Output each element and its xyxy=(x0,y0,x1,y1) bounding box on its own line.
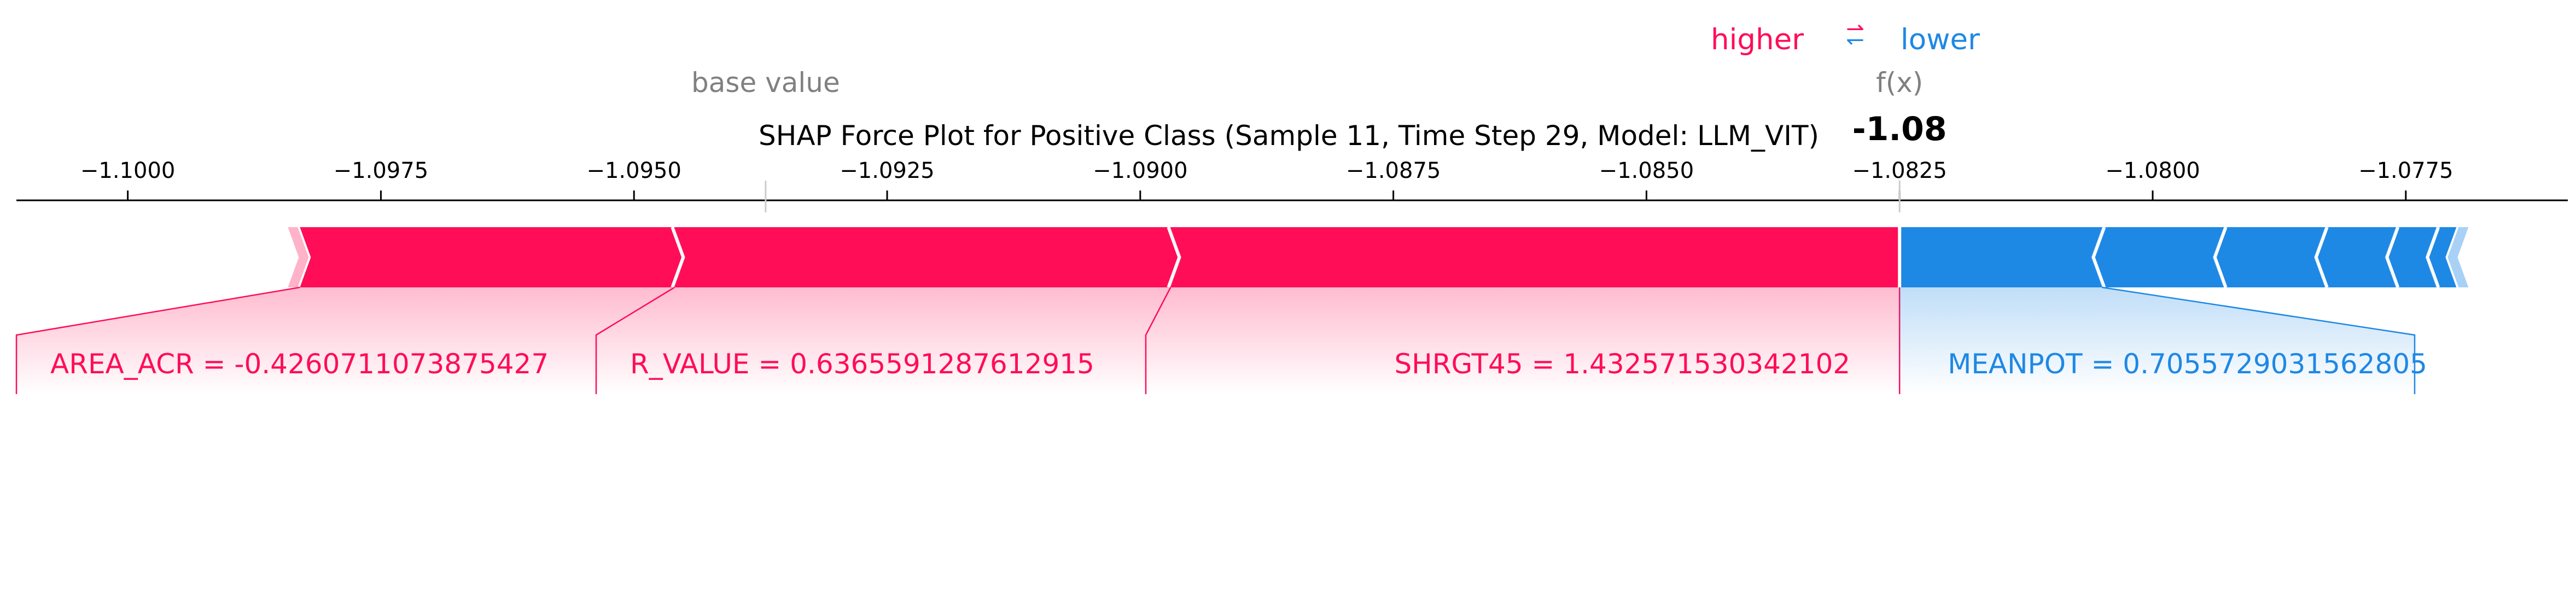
x-tick-label: −1.0775 xyxy=(2358,158,2453,183)
positive-force-bar xyxy=(674,227,1182,287)
x-tick-label: −1.0825 xyxy=(1852,158,1946,183)
x-tick-label: −1.1000 xyxy=(80,158,175,183)
positive-feature-label: R_VALUE = 0.6365591287612915 xyxy=(630,348,1094,380)
positive-stack-tail xyxy=(288,227,309,287)
x-tick-label: −1.0800 xyxy=(2105,158,2200,183)
positive-feature-label: SHRGT45 = 1.432571530342102 xyxy=(1394,348,1850,380)
x-tick-label: −1.0850 xyxy=(1599,158,1694,183)
positive-connector xyxy=(595,286,675,394)
negative-force-bar xyxy=(2091,227,2224,287)
positive-connector xyxy=(15,286,300,394)
arrow-right-icon: ⇀ xyxy=(1846,16,1864,42)
bar-separator xyxy=(671,226,685,288)
feature-connectors xyxy=(15,286,2416,394)
positive-feature-shade xyxy=(596,287,1171,394)
arrow-left-icon: ↽ xyxy=(1846,27,1864,53)
negative-force-bar xyxy=(2385,227,2437,287)
bar-separator xyxy=(2314,226,2329,288)
feature-labels: AREA_ACR = -0.4260711073875427 R_VALUE = … xyxy=(50,348,2427,380)
bar-separator xyxy=(1167,226,1181,288)
bar-separator xyxy=(2385,226,2400,288)
positive-feature-shade xyxy=(1146,287,1900,394)
base-value-label: base value xyxy=(691,67,840,99)
negative-feature-shade xyxy=(1899,287,2415,394)
x-tick-label: −1.0900 xyxy=(1093,158,1187,183)
x-tick-label: −1.0875 xyxy=(1346,158,1441,183)
negative-feature-label: MEANPOT = 0.7055729031562805 xyxy=(1948,348,2427,380)
output-value: -1.08 xyxy=(1852,110,1947,148)
positive-feature-label: AREA_ACR = -0.4260711073875427 xyxy=(50,348,549,380)
positive-connector xyxy=(1145,287,1172,394)
bar-separator xyxy=(2091,226,2106,288)
legend-lower-label: lower xyxy=(1901,23,1980,56)
positive-feature-shade xyxy=(16,287,675,394)
positive-force-bar xyxy=(300,227,686,287)
x-axis: −1.1000 −1.0975 −1.0950 −1.0925 −1.0900 −1.08… xyxy=(16,158,2568,212)
negative-force-bar xyxy=(2313,227,2396,287)
bar-separator xyxy=(2426,226,2440,288)
output-label: f(x) xyxy=(1876,67,1923,99)
legend-higher-label: higher xyxy=(1711,23,1804,56)
x-tick-label: −1.0975 xyxy=(334,158,428,183)
bar-separator xyxy=(2213,226,2228,288)
legend: higher ⇀ ↽ lower xyxy=(1711,16,1980,56)
negative-connector xyxy=(2102,286,2416,394)
x-tick-label: −1.0925 xyxy=(840,158,934,183)
chart-title: SHAP Force Plot for Positive Class (Samp… xyxy=(759,120,1819,152)
x-tick-label: −1.0950 xyxy=(586,158,681,183)
positive-force-bar xyxy=(1170,227,1900,287)
negative-stack-tail xyxy=(2447,227,2469,287)
force-bars xyxy=(288,226,2469,288)
negative-force-bar xyxy=(2212,227,2325,287)
negative-force-bar xyxy=(1899,227,2102,287)
